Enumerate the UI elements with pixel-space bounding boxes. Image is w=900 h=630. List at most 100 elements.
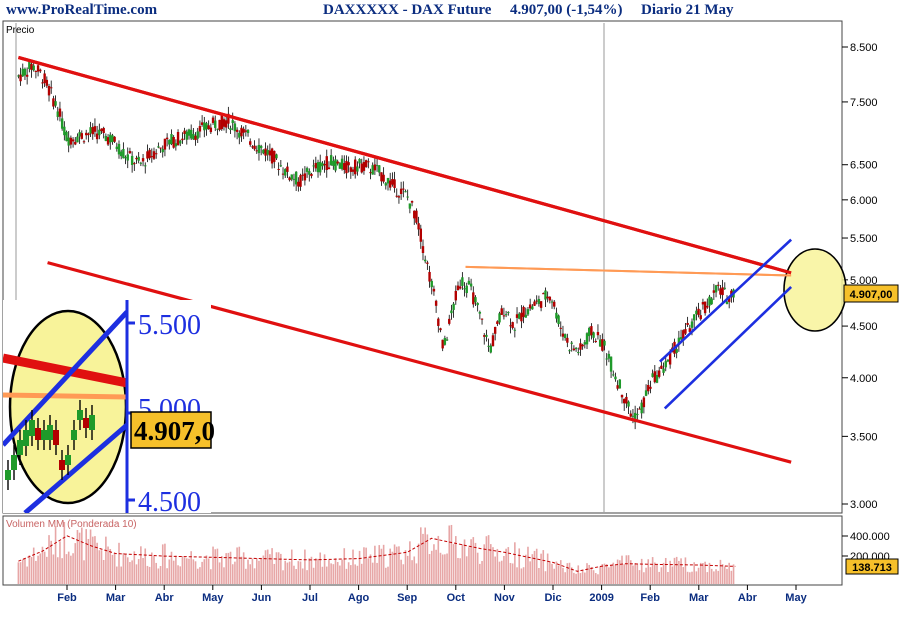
volume-bar (516, 567, 518, 584)
volume-tick-label: 400.000 (850, 531, 890, 543)
volume-bar (365, 547, 367, 584)
candle-body (548, 296, 552, 301)
candle-body (133, 163, 136, 165)
volume-bar (350, 565, 352, 584)
inset-candle-body (83, 418, 89, 428)
candle-body (281, 173, 285, 175)
inset-candles (5, 400, 95, 490)
inset-candle-body (11, 455, 17, 470)
volume-bar (664, 557, 667, 584)
inset-tick-label: 5.500 (138, 310, 201, 341)
volume-bar (415, 563, 418, 584)
candle-body (647, 384, 650, 392)
candle-body (229, 128, 232, 131)
volume-bar (601, 564, 604, 584)
volume-bar (730, 570, 733, 584)
candle-body (39, 69, 42, 72)
volume-bar (448, 525, 451, 584)
candle-body (161, 148, 164, 153)
volume-bar (564, 572, 566, 584)
volume-bar (382, 544, 385, 584)
inset-candle-body (53, 430, 59, 445)
month-label: Nov (494, 592, 516, 604)
candle-body (364, 160, 368, 168)
price-tick-label: 4.500 (850, 321, 878, 333)
candle-body (351, 169, 355, 172)
candle-body (657, 370, 661, 377)
candle-body (432, 288, 436, 292)
volume-bar (489, 544, 492, 584)
volume-bar (63, 521, 66, 584)
price-tick-label: 8.500 (850, 42, 878, 54)
candle-body (174, 143, 178, 147)
candle-body (305, 168, 309, 172)
volume-bar (277, 552, 280, 584)
volume-bar (638, 570, 641, 584)
volume-bar (280, 553, 282, 584)
candle-body (596, 331, 600, 336)
volume-bar (706, 572, 709, 584)
volume-bar (599, 566, 601, 584)
price-tick-label: 3.000 (850, 499, 878, 511)
volume-bar (549, 561, 551, 584)
inset-candle-body (89, 415, 95, 430)
candle-body (710, 298, 713, 305)
volume-bar (643, 572, 645, 584)
volume-bar (345, 568, 348, 584)
volume-bar (175, 555, 177, 584)
volume-bar (494, 556, 496, 584)
site-name[interactable]: www.ProRealTime.com (6, 2, 158, 18)
volume-bar (301, 568, 304, 584)
volume-bar (107, 546, 109, 584)
candle-body (520, 312, 523, 322)
volume-bar (78, 532, 81, 584)
candle-body (474, 297, 477, 303)
volume-bar (623, 564, 625, 584)
volume-bar (306, 570, 308, 584)
candle-body (200, 122, 204, 125)
volume-bar (299, 561, 302, 584)
candle-body (165, 137, 169, 140)
volume-bar (678, 560, 680, 584)
candle-body (325, 156, 328, 170)
candle-body (259, 145, 263, 148)
volume-bar (509, 562, 512, 584)
volume-bar (632, 565, 634, 584)
candle-body (441, 339, 444, 349)
volume-bar (234, 561, 236, 584)
volume-bar (54, 526, 57, 584)
candle-body (725, 301, 729, 304)
candle-body (124, 157, 127, 159)
volume-bar (100, 550, 103, 584)
volume-bar (181, 556, 184, 584)
volume-bar (323, 554, 326, 584)
candle-body (686, 322, 689, 325)
candle-body (76, 136, 79, 143)
volume-bar (126, 557, 129, 584)
candle-body (170, 134, 173, 145)
candle-body (362, 162, 366, 171)
rising-channel-lower (663, 285, 793, 410)
candle-body (327, 167, 331, 170)
candle-body (450, 310, 453, 314)
candle-body (159, 147, 162, 149)
candle-body (238, 132, 241, 138)
volume-bar (249, 564, 252, 584)
candle-body (235, 129, 239, 132)
volume-bar (76, 530, 79, 584)
candle-body (253, 145, 256, 150)
volume-bar (608, 567, 610, 584)
volume-bar (654, 562, 656, 584)
volume-bar (621, 555, 623, 584)
candle-body (340, 158, 344, 170)
price-tick-label: 5.000 (850, 275, 878, 287)
volume-bar (363, 547, 365, 584)
candle-body (60, 118, 64, 129)
volume-bar (527, 546, 529, 584)
candle-body (633, 412, 637, 423)
candle-body (531, 306, 534, 310)
candle-body (106, 137, 110, 145)
volume-bar (559, 560, 562, 584)
volume-bar (450, 524, 453, 584)
